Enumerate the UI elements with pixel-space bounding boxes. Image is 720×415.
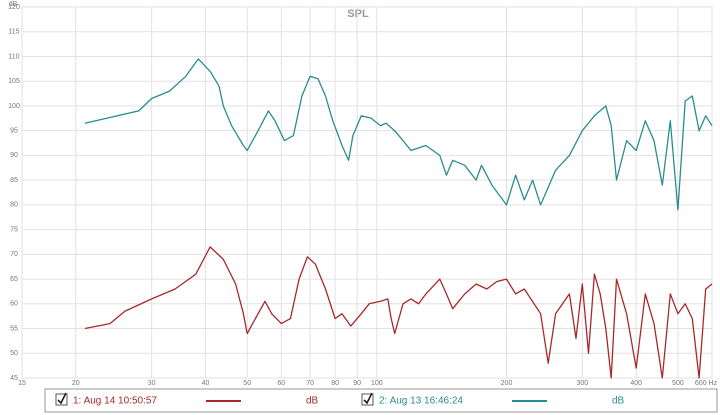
legend-check (363, 392, 373, 405)
y-tick-label: 85 (10, 177, 18, 184)
y-tick-label: 45 (10, 375, 18, 382)
x-tick-label: 70 (306, 380, 314, 387)
x-tick-label: 15 (18, 380, 26, 387)
x-tick-label: 500 (672, 380, 684, 387)
y-tick-label: 50 (10, 350, 18, 357)
plot-area (21, 6, 713, 379)
x-tick-label: 300 (577, 380, 589, 387)
x-tick-label: 30 (148, 380, 156, 387)
series-line (84, 246, 713, 379)
y-axis-label: dB (9, 1, 18, 8)
y-tick-label: 105 (8, 78, 20, 85)
x-tick-label: 90 (353, 380, 361, 387)
y-tick-label: 55 (10, 325, 18, 332)
x-tick-label: 200 (501, 380, 513, 387)
y-tick-label: 60 (10, 301, 18, 308)
legend-label: 1: Aug 14 10:50:57 (73, 396, 157, 407)
legend-checkbox (361, 393, 374, 406)
y-tick-label: 120 (8, 4, 20, 11)
x-tick-label: 80 (331, 380, 339, 387)
y-tick-label: 90 (10, 152, 18, 159)
chart-title: SPL (347, 8, 369, 20)
x-tick-label: 40 (202, 380, 210, 387)
y-tick-label: 80 (10, 202, 18, 209)
x-tick-label: 100 (371, 380, 383, 387)
x-tick-label: 600 Hz (695, 380, 718, 387)
legend-unit: dB (306, 396, 319, 407)
y-tick-label: 100 (8, 103, 20, 110)
x-tick-label: 60 (277, 380, 285, 387)
x-tick-label: 20 (72, 380, 80, 387)
legend-checkbox (55, 393, 68, 406)
y-tick-label: 110 (8, 53, 19, 60)
legend-check (57, 392, 67, 405)
y-tick-label: 95 (10, 128, 18, 135)
x-tick-label: 50 (243, 380, 251, 387)
y-tick-label: 75 (10, 226, 18, 233)
series-line (84, 58, 713, 211)
legend (44, 388, 718, 413)
x-tick-label: 400 (630, 380, 642, 387)
y-tick-label: 115 (8, 29, 19, 36)
y-tick-label: 70 (10, 251, 18, 258)
legend-unit: dB (612, 396, 625, 407)
legend-label: 2: Aug 13 16:46:24 (379, 396, 463, 407)
y-tick-label: 65 (10, 276, 18, 283)
